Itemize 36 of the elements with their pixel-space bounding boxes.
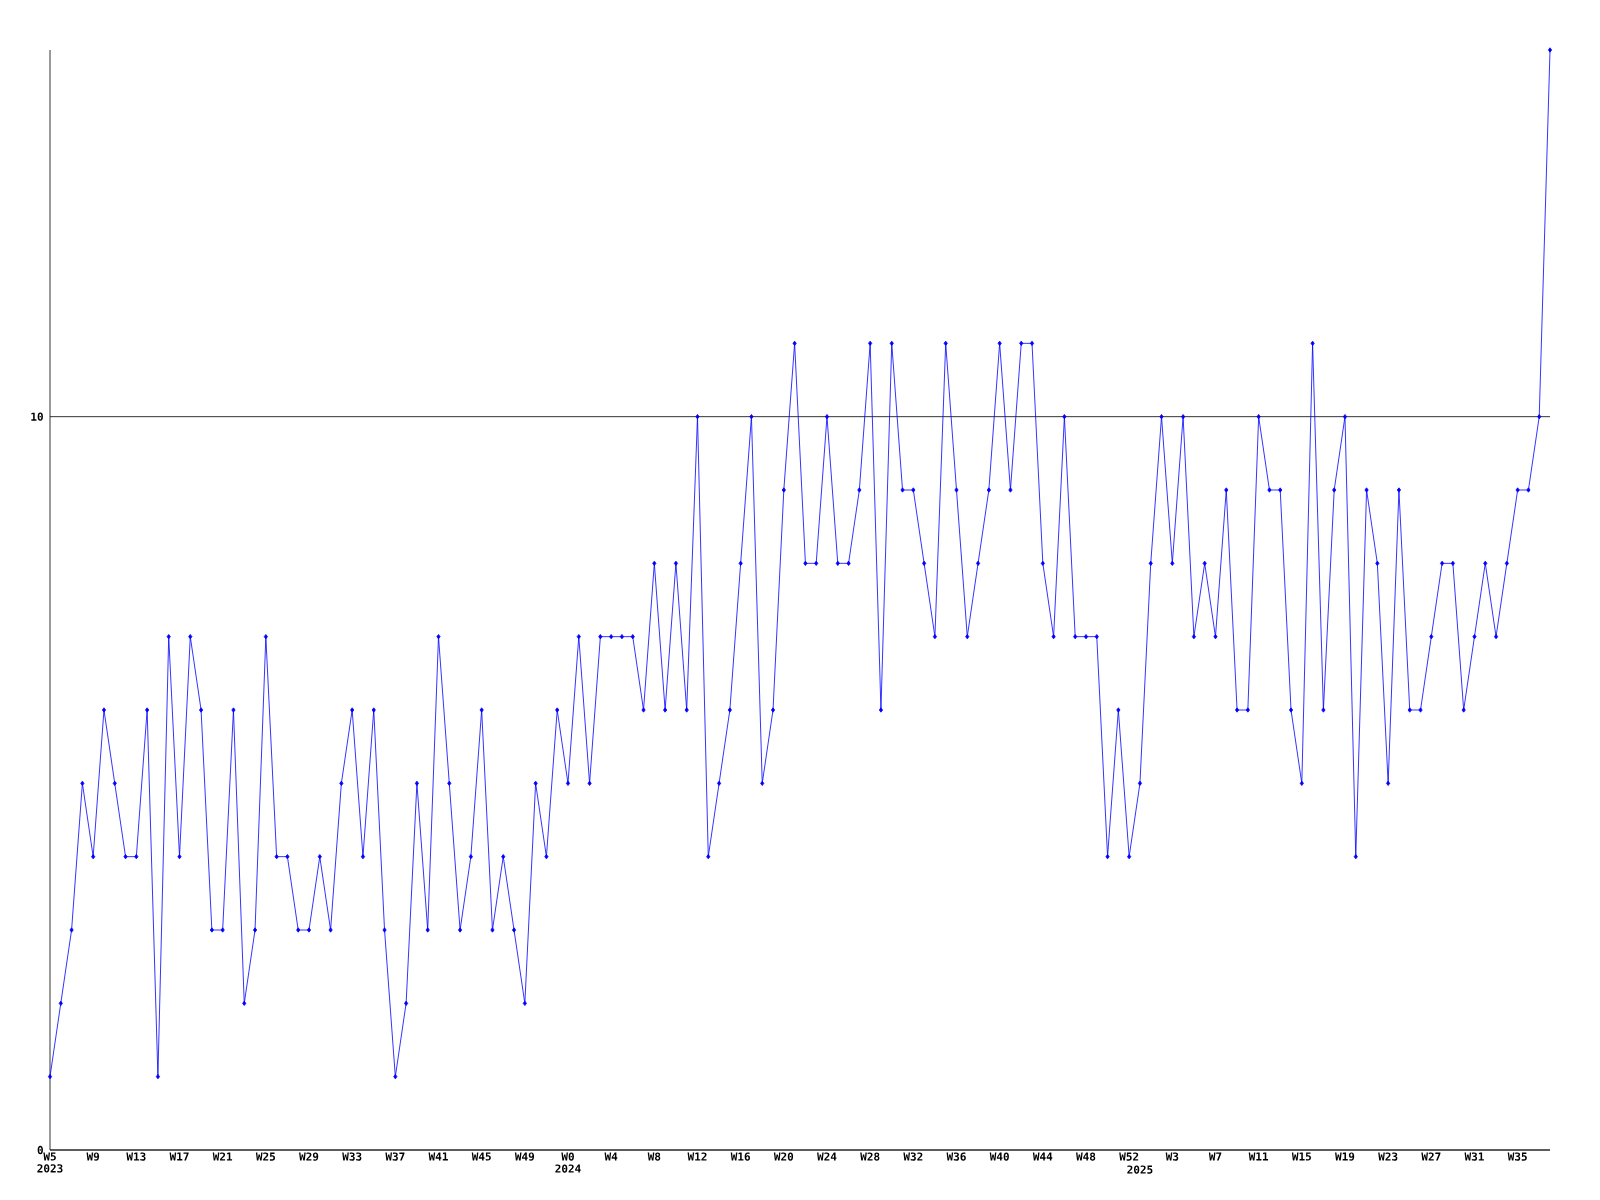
x-tick-label: W21	[212, 1152, 233, 1161]
x-tick-label: W23	[1378, 1152, 1398, 1161]
x-tick-label: W9	[86, 1152, 100, 1161]
x-tick-label: W52	[1119, 1152, 1139, 1161]
x-tick-label: W4	[604, 1152, 618, 1161]
x-tick-label: W32	[903, 1152, 923, 1161]
x-tick-label: W29	[299, 1152, 319, 1161]
x-tick-label: W41	[428, 1152, 448, 1161]
x-tick-label: W44	[1032, 1152, 1053, 1161]
x-tick-label: W27	[1421, 1152, 1441, 1161]
x-tick-label: W45	[471, 1152, 491, 1161]
x-tick-label: W16	[730, 1152, 750, 1161]
x-tick-label: W33	[342, 1152, 362, 1161]
y-tick-label: 10	[31, 412, 43, 421]
x-tick-label: W37	[385, 1152, 405, 1161]
x-tick-label: W11	[1248, 1152, 1269, 1161]
x-tick-label: W28	[860, 1152, 880, 1161]
x-tick-label: W49	[514, 1152, 535, 1161]
x-tick-label: W17	[169, 1152, 189, 1161]
x-tick-label: W8	[647, 1152, 661, 1161]
x-tick-label: W36	[946, 1152, 966, 1161]
x-tick-label: W13	[126, 1152, 146, 1161]
x-tick-label: W20	[773, 1152, 794, 1161]
x-tick-label: W35	[1507, 1152, 1527, 1161]
x-tick-label: W48	[1076, 1152, 1096, 1161]
x-tick-label: W19	[1335, 1152, 1355, 1161]
x-tick-label: 2025	[1127, 1165, 1153, 1174]
x-tick-label: W7	[1208, 1152, 1222, 1161]
x-tick-label: W25	[255, 1152, 276, 1161]
x-tick-label: W3	[1165, 1152, 1179, 1161]
x-tick-label: W15	[1291, 1152, 1311, 1161]
x-tick-label: W12	[687, 1152, 707, 1161]
x-tick-label: W24	[817, 1152, 837, 1161]
x-tick-label: W31	[1464, 1152, 1484, 1161]
x-tick-label: W40	[989, 1152, 1009, 1161]
x-tick-label: W0 2024	[555, 1152, 581, 1173]
